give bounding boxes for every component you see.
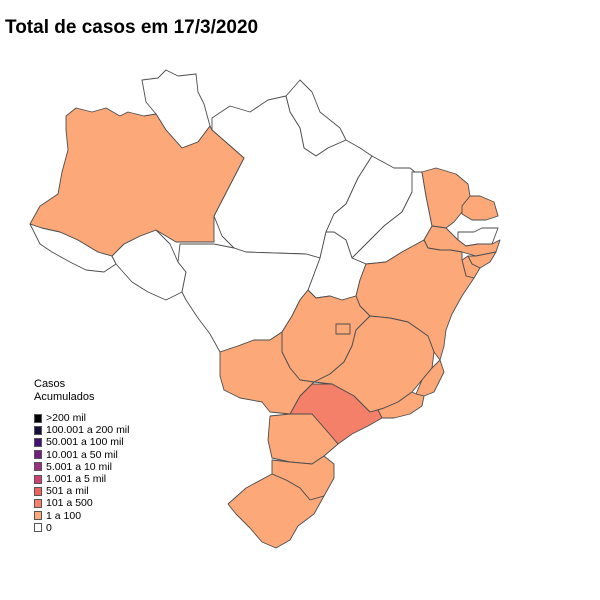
legend-item: 1 a 100 (34, 510, 129, 522)
legend-swatch (34, 462, 42, 472)
legend-label: >200 mil (46, 412, 86, 425)
legend-label: 1.001 a 5 mil (46, 473, 107, 486)
legend-title: Casos Acumulados (34, 378, 129, 404)
legend-label: 50.001 a 100 mil (46, 436, 124, 449)
state-AM (29, 107, 245, 257)
legend-item: 0 (34, 522, 129, 534)
state-RS (227, 473, 325, 549)
legend-label: 100.001 a 200 mil (46, 424, 130, 437)
state-MS (219, 331, 315, 415)
legend-label: 0 (46, 521, 52, 534)
legend-swatch (34, 523, 42, 533)
legend-label: 501 a mil (46, 485, 89, 498)
legend-title-line2: Acumulados (34, 391, 95, 403)
state-DF (335, 323, 351, 335)
legend-swatch (34, 413, 42, 423)
legend-label: 10.001 a 50 mil (46, 448, 118, 461)
legend-item: 10.001 a 50 mil (34, 449, 129, 461)
legend-item: >200 mil (34, 412, 129, 424)
legend-item: 5.001 a 10 mil (34, 461, 129, 473)
legend-swatch (34, 498, 42, 508)
legend-items: >200 mil 100.001 a 200 mil 50.001 a 100 … (34, 412, 129, 534)
legend-item: 50.001 a 100 mil (34, 436, 129, 448)
map-title: Total de casos em 17/3/2020 (5, 17, 259, 38)
legend-swatch (34, 511, 42, 521)
legend-item: 501 a mil (34, 485, 129, 497)
legend-label: 5.001 a 10 mil (46, 460, 112, 473)
legend-item: 101 a 500 (34, 497, 129, 509)
legend-title-line1: Casos (34, 378, 66, 390)
legend-swatch (34, 450, 42, 460)
legend-swatch (34, 425, 42, 435)
legend-label: 1 a 100 (46, 509, 82, 522)
state-RJ (377, 391, 425, 419)
legend-item: 1.001 a 5 mil (34, 473, 129, 485)
legend-swatch (34, 486, 42, 496)
state-PB (457, 227, 499, 247)
legend-swatch (34, 474, 42, 484)
map-legend: Casos Acumulados >200 mil 100.001 a 200 … (34, 378, 129, 534)
legend-item: 100.001 a 200 mil (34, 424, 129, 436)
legend-swatch (34, 437, 42, 447)
state-ES (415, 359, 445, 397)
legend-label: 101 a 500 (46, 497, 93, 510)
state-RN (461, 195, 499, 221)
